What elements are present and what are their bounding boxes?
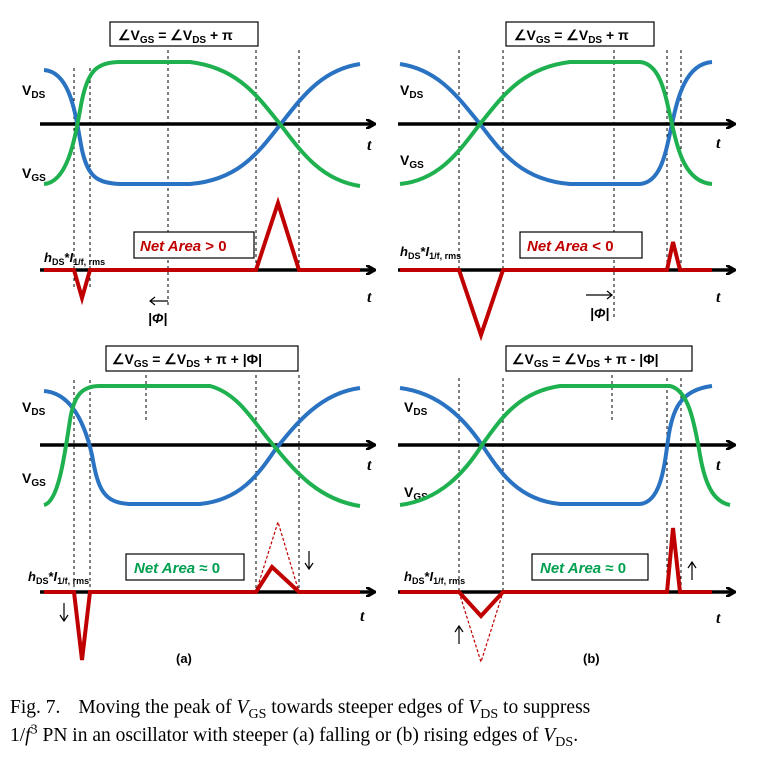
isf-peak-original xyxy=(458,591,504,665)
caption-line-2: 1/f3 PN in an oscillator with steeper (a… xyxy=(10,722,579,750)
h-label: hDS*I1/f, rms xyxy=(404,569,465,586)
fig-number: Fig. 7. xyxy=(10,697,61,718)
panel-b-top: ∠VGS = ∠VDS + π VDS VGS t hDS*I1/f, rms … xyxy=(398,21,733,342)
vds-label: VDS xyxy=(22,82,46,101)
vds-label: VDS xyxy=(400,82,424,101)
subfig-label-a: (a) xyxy=(176,651,192,666)
vgs-label: VGS xyxy=(22,470,46,489)
vgs-label: VGS xyxy=(22,165,46,184)
net-area-box: Net Area < 0 xyxy=(519,231,643,259)
phi-marker: |Φ| xyxy=(148,296,168,326)
svg-text:Net Area < 0: Net Area < 0 xyxy=(527,238,614,255)
t-label: t xyxy=(716,289,721,306)
vds-label: VDS xyxy=(404,399,428,418)
t-label: t xyxy=(367,137,372,154)
t-label: t xyxy=(716,135,721,152)
svg-text:∠VGS = ∠VDS + π: ∠VGS = ∠VDS + π xyxy=(118,27,233,46)
svg-text:|Φ|: |Φ| xyxy=(148,310,167,326)
isf-curve xyxy=(44,196,360,306)
isf-curve xyxy=(44,563,360,661)
svg-text:∠VGS = ∠VDS + π: ∠VGS = ∠VDS + π xyxy=(514,27,629,46)
t-label: t xyxy=(367,457,372,474)
up-arrow-icon xyxy=(454,624,464,644)
vds-curve xyxy=(43,62,361,186)
t-label: t xyxy=(716,610,721,627)
t-label: t xyxy=(367,289,372,306)
caption-line-1: Fig. 7. Moving the peak of VGS towards st… xyxy=(10,697,591,722)
h-label: hDS*I1/f, rms xyxy=(44,250,105,267)
vgs-label: VGS xyxy=(400,152,424,171)
vgs-curve xyxy=(399,384,731,507)
vds-label: VDS xyxy=(22,399,46,418)
net-area-box: Net Area ≈ 0 xyxy=(125,553,245,581)
svg-text:Net Area ≈ 0: Net Area ≈ 0 xyxy=(540,560,626,577)
svg-text:Net Area ≈ 0: Net Area ≈ 0 xyxy=(134,560,220,577)
vgs-curve xyxy=(43,60,361,188)
panel-a-top: ∠VGS = ∠VDS + π VDS VGS t hDS*I1/f, rms … xyxy=(22,21,373,326)
vds-curve xyxy=(43,386,361,506)
eq-box: ∠VGS = ∠VDS + π - |Φ| xyxy=(505,345,693,372)
t-label: t xyxy=(716,457,721,474)
vds-curve xyxy=(399,384,713,506)
isf-curve xyxy=(400,527,712,619)
vgs-curve xyxy=(399,60,713,186)
eq-box: ∠VGS = ∠VDS + π xyxy=(505,21,655,47)
svg-text:∠VGS = ∠VDS + π - |Φ|: ∠VGS = ∠VDS + π - |Φ| xyxy=(512,351,659,370)
up-arrow-icon xyxy=(687,560,697,580)
vds-curve xyxy=(399,60,713,186)
vgs-curve xyxy=(43,384,361,508)
net-area-box: Net Area ≈ 0 xyxy=(531,553,649,581)
figure-canvas: ∠VGS = ∠VDS + π VDS VGS t hDS*I1/f, rms … xyxy=(22,21,757,666)
guide-lines xyxy=(73,50,300,305)
vgs-label: VGS xyxy=(404,484,428,503)
eq-box: ∠VGS = ∠VDS + π xyxy=(109,21,259,47)
svg-text:|Φ|: |Φ| xyxy=(590,305,609,321)
isf-curve xyxy=(400,241,712,342)
panel-b-bottom: ∠VGS = ∠VDS + π - |Φ| VDS VGS t hDS*I1/f… xyxy=(398,345,733,666)
t-label: t xyxy=(360,608,365,625)
eq-box: ∠VGS = ∠VDS + π + |Φ| xyxy=(105,345,299,372)
figure-caption: Fig. 7. Moving the peak of VGS towards st… xyxy=(10,694,750,750)
svg-text:Net Area > 0: Net Area > 0 xyxy=(140,238,227,255)
down-arrow-icon xyxy=(304,551,314,571)
phi-marker: |Φ| xyxy=(586,290,613,321)
guide-lines xyxy=(73,375,300,590)
h-label: hDS*I1/f, rms xyxy=(28,569,89,586)
down-arrow-icon xyxy=(59,603,69,623)
guide-lines xyxy=(458,375,682,590)
net-area-box: Net Area > 0 xyxy=(133,231,255,259)
isf-peak-original xyxy=(255,519,300,593)
subfig-label-b: (b) xyxy=(583,651,600,666)
h-label: hDS*I1/f, rms xyxy=(400,244,461,261)
panel-a-bottom: ∠VGS = ∠VDS + π + |Φ| VDS VGS t hDS*I1/f… xyxy=(22,345,373,666)
svg-text:∠VGS = ∠VDS + π + |Φ|: ∠VGS = ∠VDS + π + |Φ| xyxy=(112,351,262,370)
